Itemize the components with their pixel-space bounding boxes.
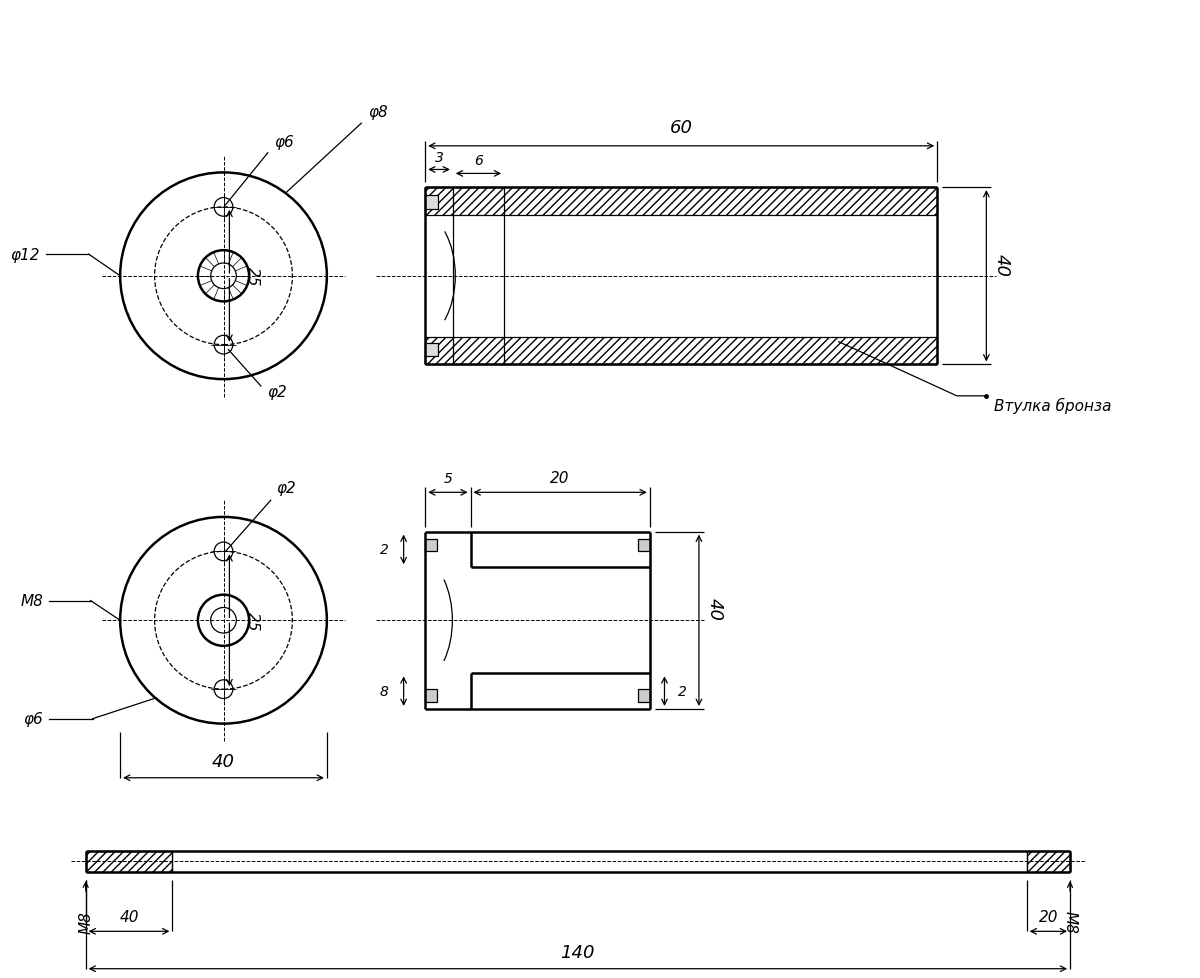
Text: 25: 25 xyxy=(245,611,260,631)
Text: φ2: φ2 xyxy=(266,384,287,399)
Text: Втулка бронза: Втулка бронза xyxy=(995,397,1111,414)
Text: 20: 20 xyxy=(551,471,570,486)
Text: 140: 140 xyxy=(560,943,595,960)
Bar xyxy=(638,689,649,702)
Text: 20: 20 xyxy=(1039,910,1058,924)
Bar xyxy=(425,343,438,357)
Bar xyxy=(425,196,438,209)
Text: 40: 40 xyxy=(212,752,235,770)
Text: φ12: φ12 xyxy=(10,247,40,262)
Text: 5: 5 xyxy=(444,472,452,486)
Text: M8: M8 xyxy=(20,594,43,608)
Bar xyxy=(425,689,437,702)
Text: φ8: φ8 xyxy=(368,106,388,120)
Text: 3: 3 xyxy=(434,151,444,164)
Text: 2: 2 xyxy=(678,685,688,698)
Bar xyxy=(425,337,937,365)
Text: M8: M8 xyxy=(78,910,94,933)
Text: φ2: φ2 xyxy=(277,481,296,496)
Text: 40: 40 xyxy=(706,598,724,621)
Text: φ6: φ6 xyxy=(24,711,43,727)
Text: 6: 6 xyxy=(474,155,482,168)
Text: 60: 60 xyxy=(670,119,692,137)
Text: φ6: φ6 xyxy=(275,135,294,150)
Text: 40: 40 xyxy=(119,910,139,924)
Text: M8: M8 xyxy=(1062,910,1078,933)
Text: 2: 2 xyxy=(380,543,389,556)
Bar xyxy=(425,539,437,552)
Text: 8: 8 xyxy=(380,685,389,698)
Bar xyxy=(1027,851,1070,872)
Text: 40: 40 xyxy=(994,253,1012,277)
Bar xyxy=(638,539,649,552)
Text: 25: 25 xyxy=(245,267,260,287)
Bar xyxy=(425,188,937,215)
Bar xyxy=(85,851,173,872)
